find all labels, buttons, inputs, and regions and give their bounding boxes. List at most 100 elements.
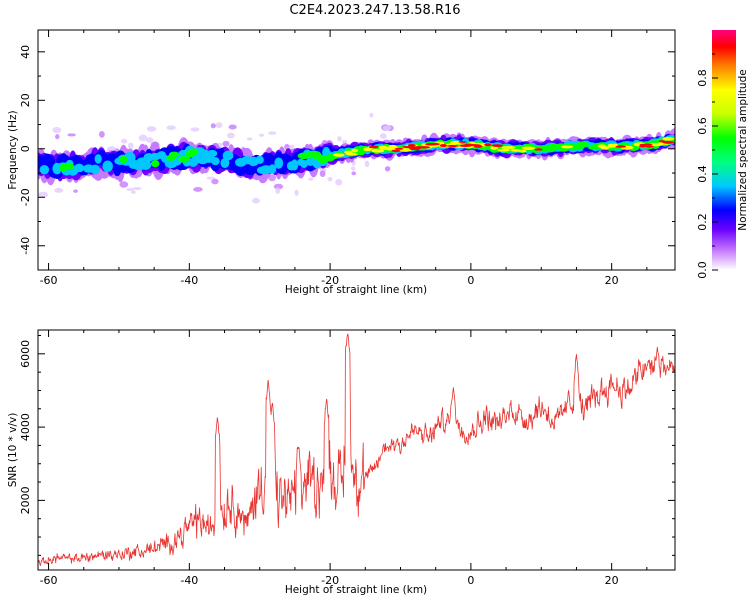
heatmap-blob xyxy=(222,150,234,161)
heatmap-speckle xyxy=(327,176,333,182)
heatmap-speckle xyxy=(308,177,314,181)
x-tick-label: 20 xyxy=(605,274,619,287)
heatmap-blob xyxy=(356,149,366,156)
heatmap-speckle xyxy=(252,197,260,204)
heatmap-speckle xyxy=(364,160,370,168)
y-tick-label: 40 xyxy=(19,45,32,59)
heatmap-blob xyxy=(169,151,180,158)
colorbar-ticks: 0.0 0.2 0.4 0.6 0.8 xyxy=(696,53,718,279)
heatmap-speckle xyxy=(119,181,129,188)
heatmap-speckle xyxy=(130,190,136,194)
heatmap-blob xyxy=(458,140,467,143)
snr-y-axis-label: SNR (10 * v/v) xyxy=(7,413,19,488)
colorbar-tick-label: 0.6 xyxy=(696,117,709,135)
heatmap-speckle xyxy=(369,112,374,118)
heatmap-speckle xyxy=(138,134,148,142)
x-tick-label: -40 xyxy=(180,274,198,287)
heatmap-level-6 xyxy=(368,140,675,153)
heatmap-blob xyxy=(210,157,220,166)
heatmap-speckle xyxy=(210,123,216,129)
heatmap-blob xyxy=(290,159,299,171)
heatmap-blob xyxy=(368,145,379,149)
heatmap-speckle xyxy=(206,176,216,180)
y-tick-label: -40 xyxy=(19,237,32,255)
spectrogram-x-ticks: -60 -40 -20 0 20 xyxy=(40,30,648,287)
heatmap-speckle xyxy=(268,131,277,135)
heatmap-blob xyxy=(418,146,431,149)
heatmap-speckle xyxy=(132,186,142,191)
y-tick-label: 20 xyxy=(19,93,32,107)
heatmap-speckle xyxy=(193,187,203,192)
colorbar-gradient xyxy=(712,30,736,270)
colorbar-tick-label: 0.2 xyxy=(696,213,709,231)
heatmap-blob xyxy=(119,155,128,164)
heatmap-level-5 xyxy=(332,137,675,157)
heatmap-blob xyxy=(662,140,675,144)
heatmap-speckle xyxy=(215,122,223,129)
heatmap-speckle xyxy=(227,132,235,139)
heatmap-speckle xyxy=(258,133,265,137)
spectrogram-y-ticks: -40 -20 0 20 40 xyxy=(19,45,675,271)
heatmap-blob xyxy=(207,149,218,158)
snr-y-ticks: 2000 4000 6000 xyxy=(19,334,675,556)
heatmap-speckle xyxy=(52,126,62,134)
heatmap-blob xyxy=(644,145,654,148)
spectrogram-y-axis-label: Frequency (Hz) xyxy=(7,110,19,189)
heatmap-speckle xyxy=(127,142,134,150)
x-tick-label: -20 xyxy=(321,274,339,287)
heatmap-speckle xyxy=(146,126,157,132)
heatmap-speckle xyxy=(335,178,343,186)
heatmap-blob xyxy=(113,162,122,177)
heatmap-blob xyxy=(446,144,460,147)
x-tick-label: -60 xyxy=(40,274,58,287)
heatmap-speckle xyxy=(166,125,176,131)
snr-series-line xyxy=(38,333,675,566)
spectrogram-heatmap xyxy=(38,112,675,204)
heatmap-blob xyxy=(560,145,574,149)
heatmap-blob xyxy=(504,146,516,149)
heatmap-blob xyxy=(662,137,675,141)
x-tick-label: -40 xyxy=(180,574,198,587)
heatmap-speckle xyxy=(145,137,154,143)
snr-panel: -60 -40 -20 0 20 2000 4000 6000 Height of stra… xyxy=(7,329,676,596)
heatmap-speckle xyxy=(120,138,128,144)
colorbar-tick-label: 0.8 xyxy=(696,69,709,87)
heatmap-speckle xyxy=(73,189,78,193)
heatmap-blob xyxy=(522,146,536,150)
heatmap-speckle xyxy=(55,134,60,140)
heatmap-blob xyxy=(89,164,101,175)
spectrogram-panel: -60 -40 -20 0 20 -40 -20 0 20 40 Height of strai… xyxy=(7,29,676,296)
heatmap-speckle xyxy=(246,137,253,141)
heatmap-blob xyxy=(497,148,510,152)
heatmap-blob xyxy=(351,148,359,153)
heatmap-blob xyxy=(600,146,610,150)
heatmap-speckle xyxy=(190,127,200,132)
heatmap-blob xyxy=(491,144,503,148)
heatmap-speckle xyxy=(107,146,117,152)
x-tick-label: -20 xyxy=(321,574,339,587)
heatmap-blob xyxy=(39,165,50,175)
heatmap-blob xyxy=(615,145,627,148)
heatmap-blob xyxy=(178,156,190,163)
heatmap-speckle xyxy=(379,133,387,139)
heatmap-blob xyxy=(639,143,653,146)
colorbar-tick-label: 0.0 xyxy=(696,261,709,279)
heatmap-blob xyxy=(255,155,264,164)
heatmap-blob xyxy=(150,159,160,168)
heatmap-blob xyxy=(394,147,404,150)
y-tick-label: -20 xyxy=(19,188,32,206)
spectrogram-frame xyxy=(37,29,676,271)
chart-title: C2E4.2023.247.13.58.R16 xyxy=(289,3,460,18)
x-tick-label: 0 xyxy=(467,574,474,587)
spectrogram-x-axis-label: Height of straight line (km) xyxy=(285,284,427,296)
heatmap-blob xyxy=(59,163,68,173)
heatmap-blob xyxy=(407,144,416,147)
heatmap-blob xyxy=(102,160,113,173)
heatmap-blob xyxy=(187,148,199,156)
heatmap-blob xyxy=(427,142,441,146)
heatmap-speckle xyxy=(351,171,357,176)
colorbar-tick-label: 0.4 xyxy=(696,165,709,183)
heatmap-blob xyxy=(274,157,284,169)
heatmap-blob xyxy=(74,163,85,173)
